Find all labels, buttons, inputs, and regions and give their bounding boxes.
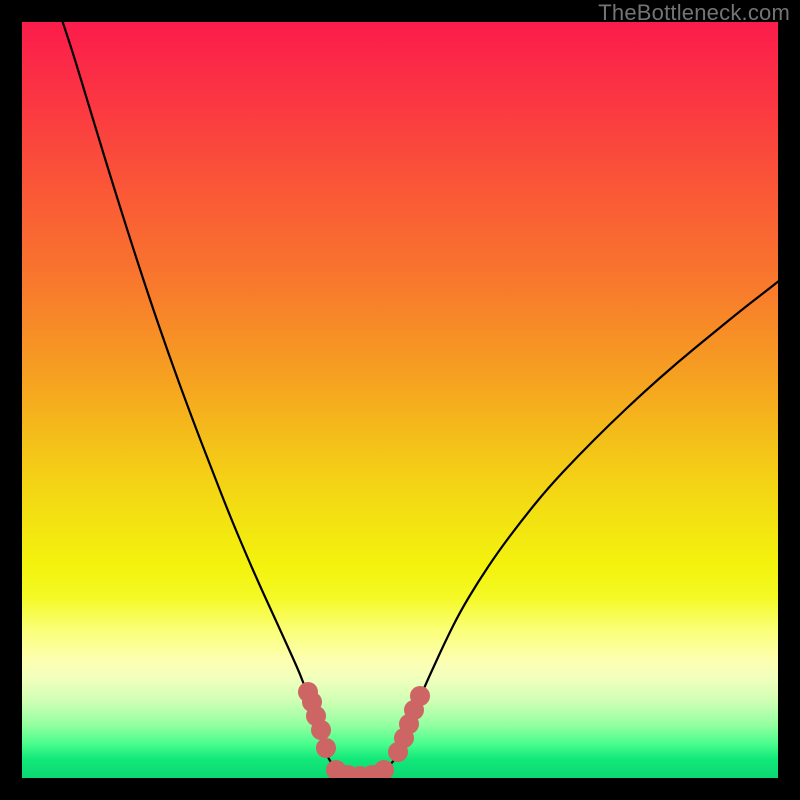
chart-canvas: TheBottleneck.com [0, 0, 800, 800]
marker-dot [410, 686, 430, 706]
watermark-text: TheBottleneck.com [598, 0, 790, 26]
marker-dot [311, 720, 331, 740]
chart-svg [0, 0, 800, 800]
marker-dot [316, 738, 336, 758]
plot-background [22, 22, 778, 778]
marker-dot [374, 760, 394, 780]
